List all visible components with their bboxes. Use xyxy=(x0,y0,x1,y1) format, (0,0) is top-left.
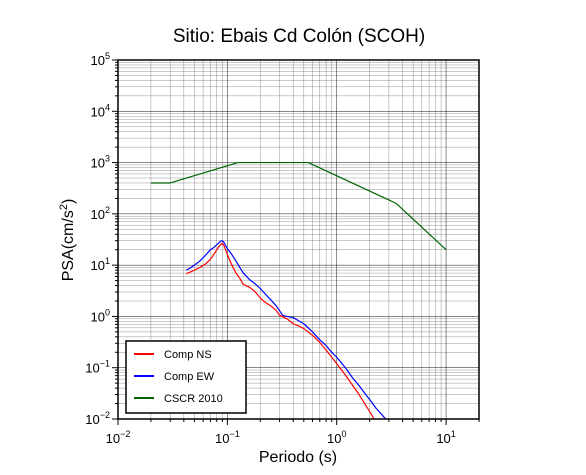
y-tick-label-base: 10 xyxy=(85,361,99,376)
x-axis-label: Periodo (s) xyxy=(259,449,337,466)
y-tick-label: 101 xyxy=(91,256,110,273)
y-tick-label-base: 10 xyxy=(91,258,105,273)
y-axis-label: PSA(cm/s2) xyxy=(58,199,77,282)
y-tick-label-base: 10 xyxy=(91,309,105,324)
y-tick-label: 100 xyxy=(91,307,110,324)
y-tick-label-base: 10 xyxy=(85,412,99,427)
y-tick-label-base: 10 xyxy=(91,156,105,171)
x-tick-label-base: 10 xyxy=(436,431,450,446)
y-axis-label-base: PSA(cm/s xyxy=(60,210,77,281)
x-tick-label-exp: 0 xyxy=(341,429,346,439)
plot-series xyxy=(150,161,447,420)
x-tick-label: 101 xyxy=(436,429,455,446)
series-line-cscr-2010 xyxy=(150,161,447,251)
series-line-comp-ns xyxy=(185,242,375,420)
y-tick-label-base: 10 xyxy=(91,207,105,222)
axis-ticks xyxy=(112,59,480,425)
x-tick-label-exp: 1 xyxy=(451,429,456,439)
y-axis-label-close: ) xyxy=(60,199,77,204)
y-tick-label-exp: 0 xyxy=(105,307,110,317)
x-tick-label-base: 10 xyxy=(215,431,229,446)
x-tick-label-base: 10 xyxy=(106,431,120,446)
legend-label: Comp NS xyxy=(164,349,212,361)
x-tick-label-exp: −2 xyxy=(120,429,130,439)
x-axis-tick-labels: 10−2 10−1 100 101 xyxy=(106,429,456,446)
x-tick-label: 10−2 xyxy=(106,429,131,446)
x-tick-label: 100 xyxy=(327,429,346,446)
legend-label: Comp EW xyxy=(164,371,215,383)
y-axis-label-exp: 2 xyxy=(58,204,70,210)
plot-grid xyxy=(118,60,479,419)
y-tick-label: 10−1 xyxy=(85,359,110,376)
y-tick-label-exp: 3 xyxy=(105,154,110,164)
y-tick-label: 105 xyxy=(91,51,110,68)
series-line-comp-ew xyxy=(185,240,387,420)
legend-entries: Comp NS Comp EW CSCR 2010 xyxy=(134,349,223,405)
x-tick-label: 10−1 xyxy=(215,429,240,446)
chart-title: Sitio: Ebais Cd Colón (SCOH) xyxy=(173,26,425,47)
y-tick-label-exp: 4 xyxy=(105,102,110,112)
y-tick-label-base: 10 xyxy=(91,53,105,68)
y-tick-label: 10−2 xyxy=(85,410,110,427)
y-tick-label-exp: 2 xyxy=(105,205,110,215)
plot-frame xyxy=(117,59,480,420)
y-tick-label-exp: 5 xyxy=(105,51,110,61)
x-tick-label-exp: −1 xyxy=(229,429,239,439)
legend: Comp NS Comp EW CSCR 2010 xyxy=(125,340,247,414)
y-tick-label: 102 xyxy=(91,205,110,222)
y-tick-label-base: 10 xyxy=(91,104,105,119)
y-tick-label-exp: −1 xyxy=(100,359,110,369)
y-tick-label-exp: 1 xyxy=(105,256,110,266)
y-tick-label: 103 xyxy=(91,154,110,171)
x-tick-label-base: 10 xyxy=(327,431,341,446)
y-tick-label: 104 xyxy=(91,102,110,119)
legend-label: CSCR 2010 xyxy=(164,393,223,405)
y-tick-label-exp: −2 xyxy=(100,410,110,420)
